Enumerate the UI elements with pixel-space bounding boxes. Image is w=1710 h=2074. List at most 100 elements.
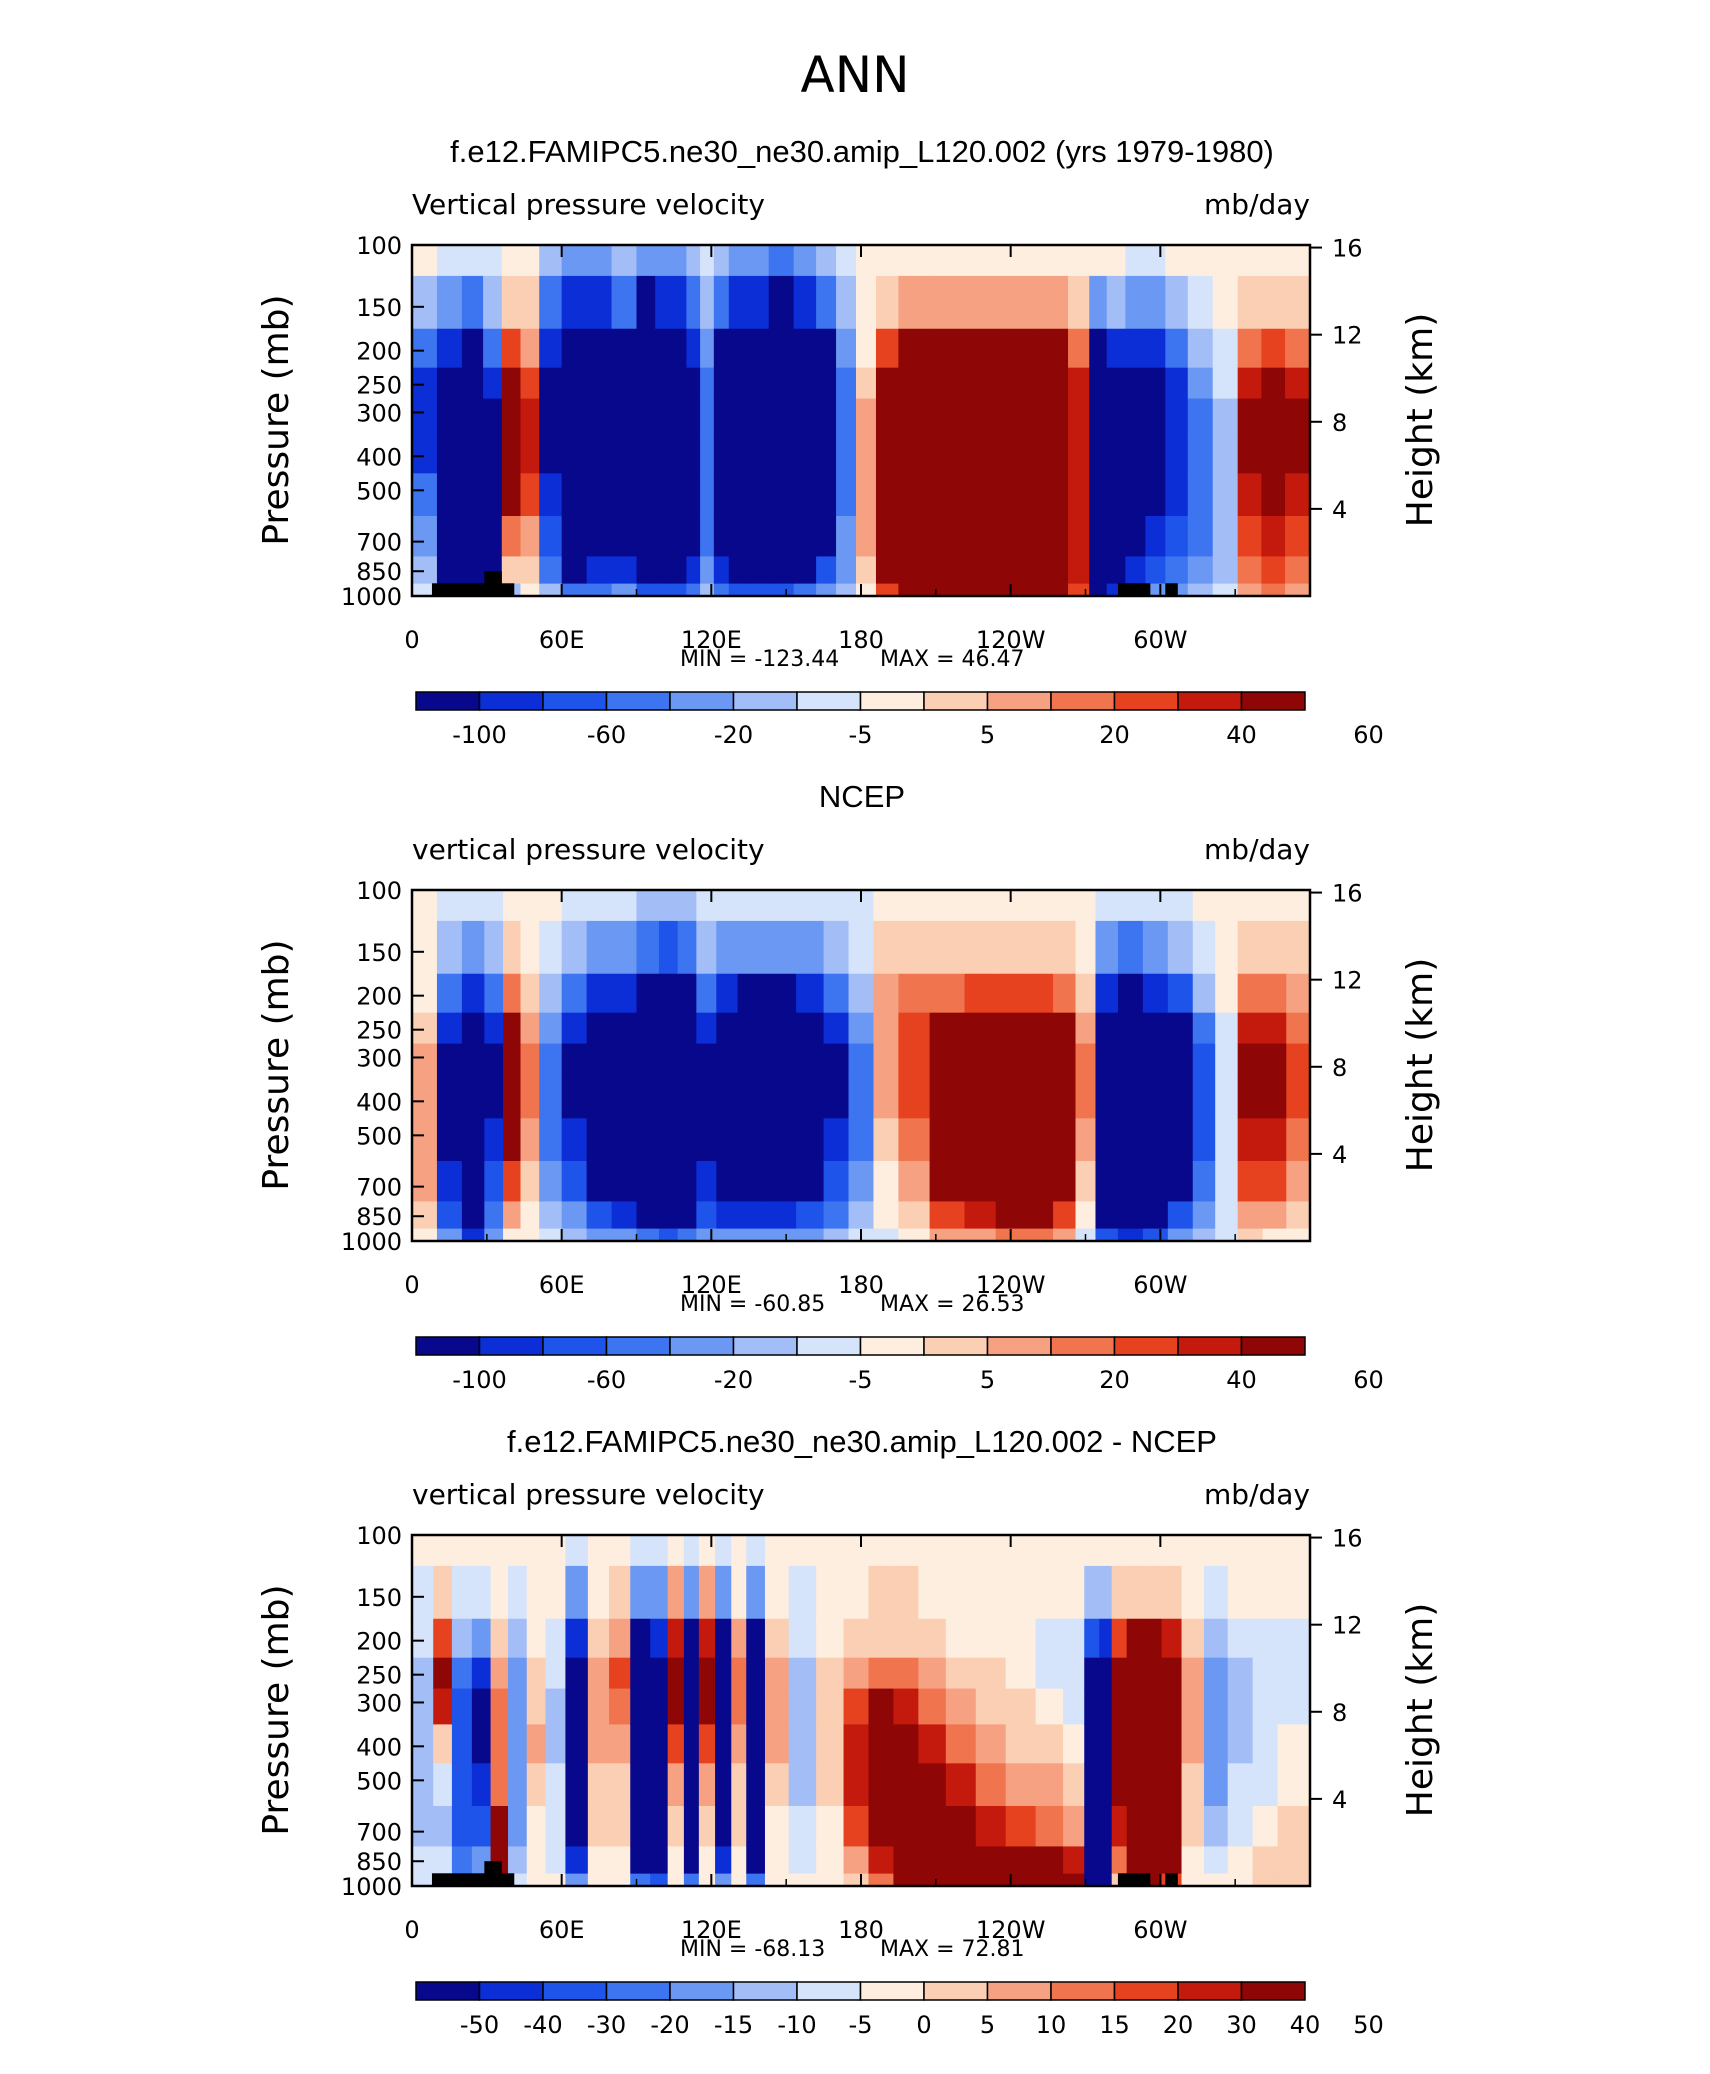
field-cell bbox=[412, 1805, 434, 1848]
field-cell bbox=[836, 328, 857, 369]
field-cell bbox=[700, 367, 715, 400]
field-cell bbox=[1126, 1846, 1145, 1875]
field-cell bbox=[1237, 1160, 1264, 1203]
field-cell bbox=[746, 1565, 766, 1620]
field-cell bbox=[484, 973, 504, 1014]
field-cell bbox=[868, 1688, 895, 1725]
page-title: ANN bbox=[800, 46, 909, 104]
field-cell bbox=[823, 1043, 850, 1080]
field-cell bbox=[700, 556, 715, 585]
field-cell bbox=[461, 328, 484, 369]
field-cell bbox=[836, 583, 857, 596]
field-cell bbox=[929, 1228, 966, 1241]
field-cell bbox=[508, 1763, 528, 1807]
field-cell bbox=[893, 1724, 919, 1764]
field-cell bbox=[788, 1565, 817, 1620]
field-cell bbox=[1025, 1228, 1054, 1241]
field-cell bbox=[1004, 367, 1040, 400]
field-cell bbox=[1187, 515, 1214, 558]
field-cell bbox=[1117, 1228, 1144, 1241]
field-cell bbox=[1126, 1724, 1145, 1764]
field-cell bbox=[898, 973, 931, 1014]
field-cell bbox=[655, 583, 671, 596]
field-cell bbox=[1215, 973, 1239, 1014]
field-cell bbox=[995, 1012, 1027, 1045]
field-cell bbox=[848, 1118, 875, 1162]
contour-field bbox=[412, 1535, 1310, 1886]
field-cell bbox=[461, 1201, 485, 1230]
field-cell bbox=[1099, 1688, 1113, 1725]
field-cell bbox=[1187, 434, 1214, 474]
field-cell bbox=[1035, 1763, 1064, 1807]
colorbar-swatch bbox=[732, 1336, 798, 1356]
colorbar-swatch bbox=[859, 691, 925, 711]
panel-1: f.e12.FAMIPC5.ne30_ne30.amip_L120.002 (y… bbox=[256, 134, 1441, 749]
field-cell bbox=[1126, 1805, 1145, 1848]
field-cell bbox=[436, 890, 463, 922]
field-cell bbox=[823, 1012, 850, 1045]
field-cell bbox=[655, 398, 671, 435]
field-cell bbox=[728, 398, 747, 435]
field-cell bbox=[816, 367, 837, 400]
y-tick-label: 250 bbox=[356, 372, 402, 400]
field-cell bbox=[713, 515, 730, 558]
field-cell bbox=[1106, 515, 1127, 558]
field-cell bbox=[433, 1805, 453, 1848]
field-cell bbox=[737, 973, 766, 1014]
field-cell bbox=[893, 1805, 919, 1848]
field-cell bbox=[503, 1012, 522, 1045]
field-cell bbox=[856, 275, 877, 330]
field-cell bbox=[586, 245, 613, 277]
field-cell bbox=[768, 328, 795, 369]
field-cell bbox=[929, 556, 968, 585]
field-cell bbox=[929, 398, 968, 435]
field-cell bbox=[764, 1160, 797, 1203]
field-cell bbox=[898, 367, 931, 400]
y-tick-label: 400 bbox=[356, 443, 402, 471]
field-cell bbox=[686, 328, 701, 369]
field-cell bbox=[1277, 1805, 1310, 1848]
field-cell bbox=[764, 973, 797, 1014]
field-cell bbox=[1192, 1228, 1216, 1241]
field-cell bbox=[461, 275, 484, 330]
field-cell bbox=[1252, 1846, 1279, 1875]
field-cell bbox=[918, 1565, 947, 1620]
field-cell bbox=[1111, 1763, 1128, 1807]
field-cell bbox=[483, 245, 503, 277]
field-cell bbox=[713, 434, 730, 474]
field-cell bbox=[667, 1805, 685, 1848]
field-cell bbox=[1237, 1228, 1264, 1241]
field-cell bbox=[1261, 328, 1286, 369]
field-cell bbox=[929, 920, 966, 975]
field-cell bbox=[1286, 973, 1310, 1014]
y-tick-label: 300 bbox=[356, 1044, 402, 1072]
field-cell bbox=[843, 1688, 870, 1725]
field-cell bbox=[1285, 583, 1310, 596]
colorbar-label: 40 bbox=[1226, 1366, 1257, 1394]
field-cell bbox=[796, 1079, 825, 1119]
field-cell bbox=[728, 328, 747, 369]
field-cell bbox=[746, 1846, 766, 1875]
field-cell bbox=[503, 890, 522, 922]
field-cell bbox=[816, 245, 837, 277]
field-cell bbox=[1145, 245, 1166, 277]
field-cell bbox=[700, 473, 715, 517]
field-cell bbox=[586, 1160, 613, 1203]
field-cell bbox=[1277, 1565, 1310, 1620]
field-cell bbox=[1261, 367, 1286, 400]
field-cell bbox=[630, 1688, 651, 1725]
field-cell bbox=[501, 556, 522, 585]
field-cell bbox=[1035, 1618, 1064, 1659]
field-cell bbox=[561, 367, 588, 400]
field-cell bbox=[764, 1535, 790, 1567]
field-cell bbox=[964, 1201, 997, 1230]
field-cell bbox=[483, 275, 503, 330]
field-cell bbox=[1212, 583, 1239, 596]
colorbar-label: 20 bbox=[1163, 2011, 1194, 2039]
field-cell bbox=[1095, 973, 1119, 1014]
field-cell bbox=[1035, 1535, 1064, 1567]
field-cell bbox=[698, 1565, 716, 1620]
field-cell bbox=[1203, 1724, 1229, 1764]
field-cell bbox=[967, 328, 1006, 369]
field-cell bbox=[461, 973, 485, 1014]
